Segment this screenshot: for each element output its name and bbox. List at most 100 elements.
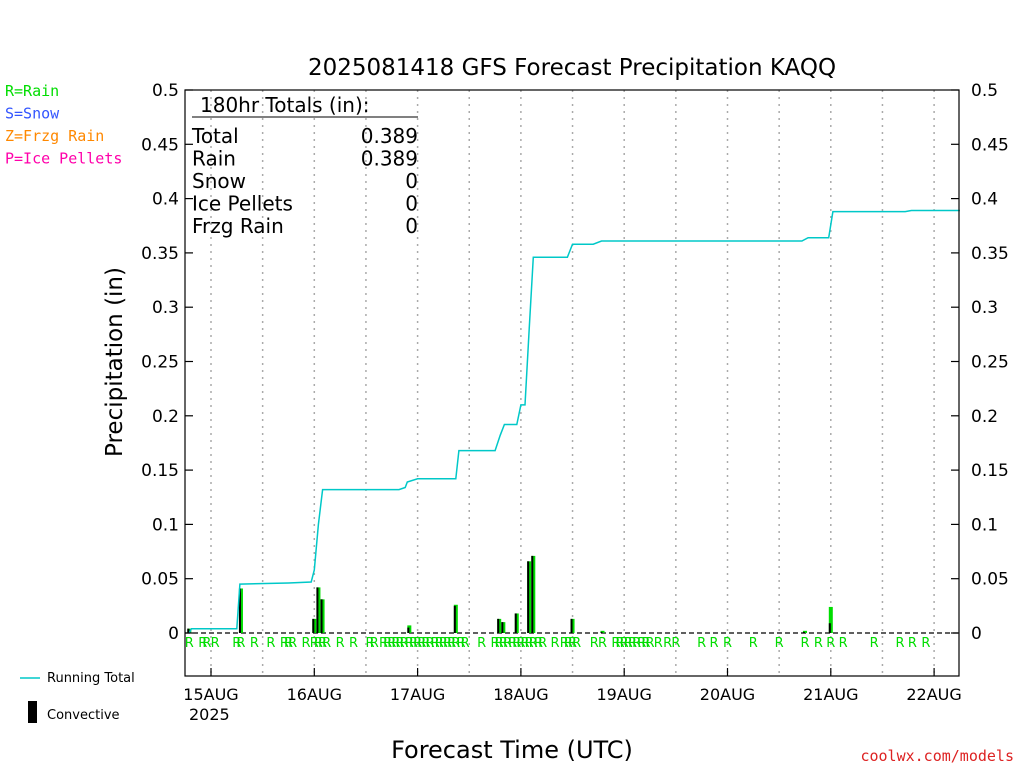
rain-type-mark: R bbox=[491, 636, 500, 651]
rain-type-mark: R bbox=[620, 636, 629, 651]
x-tick-label: 22AUG bbox=[906, 685, 961, 704]
rain-type-mark: R bbox=[461, 636, 470, 651]
convective-precip-bar bbox=[570, 618, 573, 633]
rain-type-mark: R bbox=[318, 636, 327, 651]
rain-type-mark: R bbox=[280, 636, 289, 651]
y-tick-label: 0.4 bbox=[152, 190, 179, 210]
rain-type-mark: R bbox=[550, 636, 559, 651]
y-tick-label: 0.3 bbox=[152, 298, 179, 318]
rain-type-mark: R bbox=[534, 636, 543, 651]
y-tick-label-right: 0.45 bbox=[971, 135, 1009, 155]
rain-type-mark: R bbox=[284, 636, 293, 651]
rain-type-mark: R bbox=[495, 636, 504, 651]
x-tick-label: 21AUG bbox=[803, 685, 858, 704]
precip-type-legend-item: Z=Frzg Rain bbox=[5, 127, 104, 145]
rain-type-mark: R bbox=[409, 636, 418, 651]
rain-type-mark: R bbox=[185, 636, 194, 651]
y-tick-label: 0.2 bbox=[152, 407, 179, 427]
rain-type-mark: R bbox=[624, 636, 633, 651]
convective-precip-bar bbox=[316, 587, 319, 633]
precip-type-legend: R=Rain S=Snow Z=Frzg Rain P=Ice Pellets bbox=[5, 82, 122, 168]
rain-type-mark: R bbox=[572, 636, 581, 651]
rain-type-mark: R bbox=[723, 636, 732, 651]
rain-type-mark: R bbox=[921, 636, 930, 651]
y-tick-label: 0.1 bbox=[152, 515, 179, 535]
rain-type-mark: R bbox=[646, 636, 655, 651]
rain-type-mark: R bbox=[671, 636, 680, 651]
convective-precip-bar bbox=[312, 618, 315, 633]
rain-type-mark: R bbox=[641, 636, 650, 651]
rain-type-mark: R bbox=[529, 636, 538, 651]
totals-box: 180hr Totals (in): Total 0.389 Rain 0.389 Sn… bbox=[191, 93, 418, 238]
rain-type-mark: R bbox=[349, 636, 358, 651]
convective-precip-bar bbox=[802, 631, 805, 633]
convective-precip-bar bbox=[187, 628, 190, 633]
totals-row-label: Total bbox=[191, 124, 239, 148]
rain-type-mark: R bbox=[654, 636, 663, 651]
totals-rows: Total 0.389 Rain 0.389 Snow 0 Ice Pellets 0 Frzg… bbox=[191, 124, 418, 238]
convective-precip-bar bbox=[527, 561, 530, 633]
rain-type-mark: R bbox=[814, 636, 823, 651]
y-tick-label-right: 0.1 bbox=[971, 515, 998, 535]
x-tick-label: 20AUG bbox=[700, 685, 755, 704]
rain-type-mark: R bbox=[400, 636, 409, 651]
totals-row-value: 0.389 bbox=[361, 147, 418, 171]
y-tick-label-right: 0.25 bbox=[971, 353, 1009, 373]
rain-type-mark: R bbox=[800, 636, 809, 651]
rain-type-mark: R bbox=[266, 636, 275, 651]
rain-type-mark: R bbox=[439, 636, 448, 651]
rain-type-mark: R bbox=[499, 636, 508, 651]
rain-type-mark: R bbox=[632, 636, 641, 651]
x-tick-year-label: 2025 bbox=[189, 705, 230, 724]
convective-legend-label: Convective bbox=[47, 708, 120, 723]
rain-type-mark: R bbox=[250, 636, 259, 651]
totals-row-label: Rain bbox=[192, 147, 236, 171]
total-precip-bar bbox=[828, 606, 833, 633]
rain-type-mark: R bbox=[443, 636, 452, 651]
rain-type-mark: R bbox=[908, 636, 917, 651]
rain-type-mark: R bbox=[616, 636, 625, 651]
rain-type-mark: R bbox=[417, 636, 426, 651]
convective-precip-bar bbox=[828, 623, 831, 633]
rain-type-mark: R bbox=[435, 636, 444, 651]
running-total-legend-label: Running Total bbox=[47, 671, 135, 686]
y-axis-label: Precipitation (in) bbox=[102, 267, 128, 457]
rain-type-mark: R bbox=[611, 636, 620, 651]
plot-frame bbox=[184, 89, 960, 677]
rain-type-mark: R bbox=[826, 636, 835, 651]
totals-row-value: 0.389 bbox=[361, 124, 418, 148]
rain-type-mark: R bbox=[314, 636, 323, 651]
rain-type-mark: R bbox=[425, 636, 434, 651]
rain-type-mark: R bbox=[288, 636, 297, 651]
rain-type-mark: R bbox=[512, 636, 521, 651]
rain-type-mark: R bbox=[198, 636, 207, 651]
rain-type-mark: R bbox=[379, 636, 388, 651]
totals-row-value: 0 bbox=[405, 214, 418, 238]
right-y-axis: 0.5 0.45 0.4 0.35 0.3 0.25 0.2 0.15 0.1 0.05 0 bbox=[951, 81, 1009, 644]
rain-type-mark: R bbox=[236, 636, 245, 651]
rain-type-mark: R bbox=[503, 636, 512, 651]
convective-precip-bar bbox=[600, 631, 603, 633]
rain-type-mark: R bbox=[710, 636, 719, 651]
rain-type-mark: R bbox=[370, 636, 379, 651]
x-tick-label: 18AUG bbox=[493, 685, 548, 704]
rain-type-mark: R bbox=[477, 636, 486, 651]
rain-type-mark: R bbox=[310, 636, 319, 651]
rain-type-mark: R bbox=[697, 636, 706, 651]
rain-type-mark: R bbox=[568, 636, 577, 651]
rain-type-mark: R bbox=[232, 636, 241, 651]
x-tick-label: 15AUG bbox=[183, 685, 238, 704]
rain-type-mark: R bbox=[383, 636, 392, 651]
totals-row-label: Frzg Rain bbox=[192, 214, 284, 238]
rain-type-mark: R bbox=[322, 636, 331, 651]
rain-type-mark: R bbox=[525, 636, 534, 651]
rain-type-mark: R bbox=[895, 636, 904, 651]
rain-type-mark: R bbox=[516, 636, 525, 651]
convective-precip-bar bbox=[238, 588, 241, 633]
x-tick-label: 19AUG bbox=[596, 685, 651, 704]
rain-type-mark: R bbox=[451, 636, 460, 651]
